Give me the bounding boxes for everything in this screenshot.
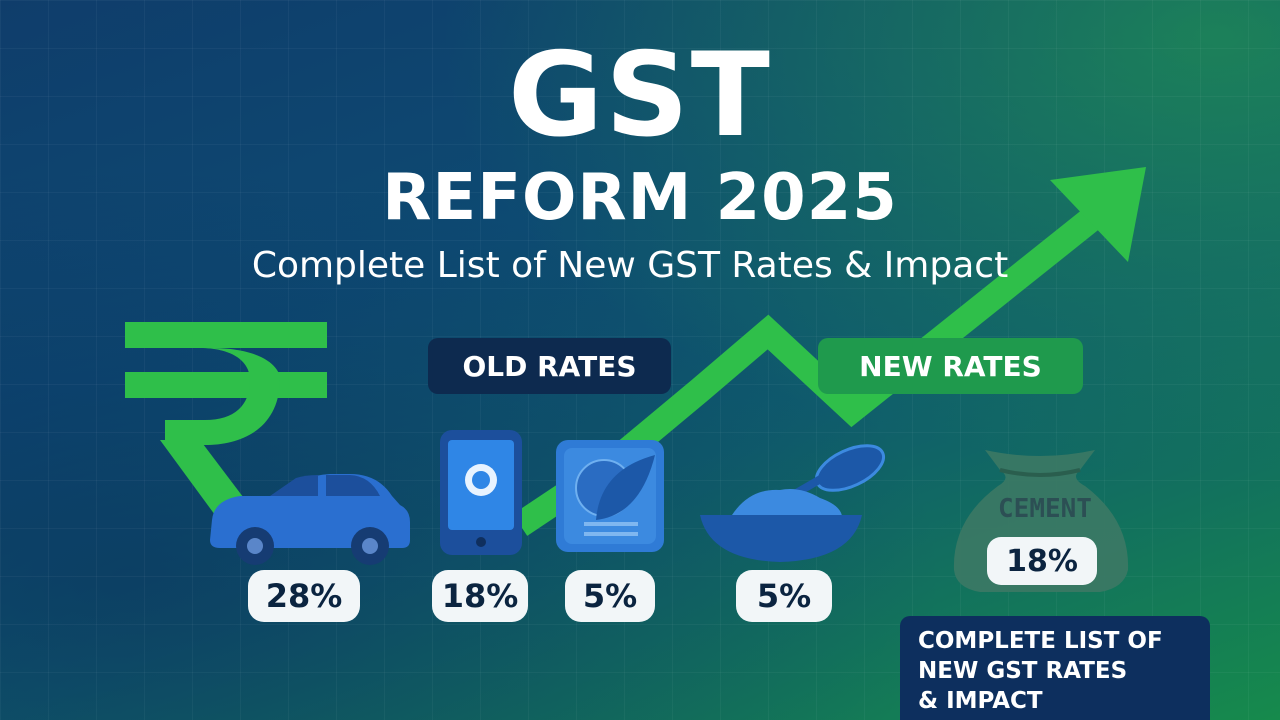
info-box-line-3: & IMPACT bbox=[918, 688, 1043, 714]
food-bowl-icon bbox=[700, 444, 886, 562]
new-rates-label: NEW RATES bbox=[818, 338, 1083, 394]
old-rates-label: OLD RATES bbox=[428, 338, 671, 394]
car-icon bbox=[210, 474, 410, 565]
info-box: COMPLETE LIST OF NEW GST RATES & IMPACT bbox=[900, 616, 1210, 720]
tagline: Complete List of New GST Rates & Impact bbox=[251, 245, 1009, 286]
page-title: GST bbox=[508, 28, 772, 163]
car-rate-badge: 28% bbox=[248, 570, 360, 622]
page-subtitle: REFORM 2025 bbox=[382, 161, 898, 235]
info-box-line-1: COMPLETE LIST OF bbox=[918, 628, 1163, 654]
food-bowl-rate-badge: 5% bbox=[736, 570, 832, 622]
packaged-goods-rate-badge: 5% bbox=[565, 570, 655, 622]
info-box-line-2: NEW GST RATES bbox=[918, 658, 1128, 684]
smartphone-rate-badge: 18% bbox=[432, 570, 528, 622]
cement-rate-badge: 18% bbox=[987, 537, 1097, 585]
smartphone-icon bbox=[440, 430, 522, 555]
cement-label: CEMENT bbox=[998, 494, 1092, 524]
packaged-goods-icon bbox=[556, 440, 664, 552]
